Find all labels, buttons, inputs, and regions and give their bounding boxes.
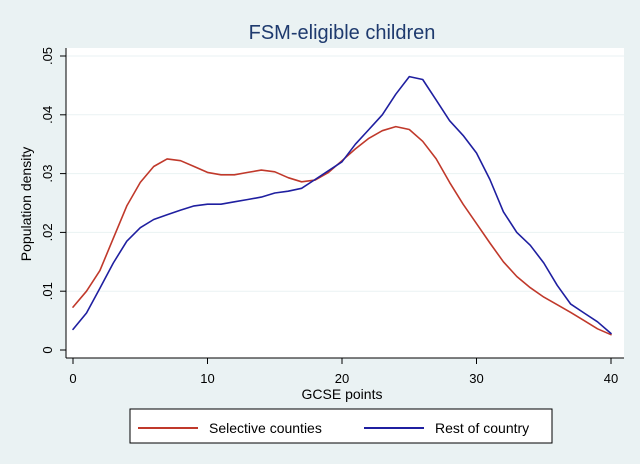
x-axis-title: GCSE points bbox=[302, 386, 383, 402]
y-axis-title: Population density bbox=[18, 147, 34, 261]
y-tick-label: .05 bbox=[40, 47, 55, 65]
x-tick-label: 20 bbox=[335, 371, 349, 386]
series-lines bbox=[72, 75, 612, 336]
chart-title: FSM-eligible children bbox=[249, 22, 436, 44]
legend-label-rest: Rest of country bbox=[435, 420, 529, 436]
x-tick-label: 10 bbox=[200, 371, 214, 386]
y-tick-label: .03 bbox=[40, 165, 55, 183]
y-tick-label: .01 bbox=[40, 282, 55, 300]
x-tick-label: 40 bbox=[604, 371, 618, 386]
legend: Selective counties Rest of country bbox=[129, 408, 553, 444]
y-tick-label: 0 bbox=[40, 346, 55, 353]
x-tick-label: 0 bbox=[69, 371, 76, 386]
plot-area bbox=[66, 48, 624, 358]
legend-label-selective: Selective counties bbox=[209, 420, 322, 436]
x-tick-label: 30 bbox=[469, 371, 483, 386]
y-tick-label: .04 bbox=[40, 106, 55, 124]
series-line-rest bbox=[72, 75, 612, 335]
y-axis-ticks: 0 .01 .02 .03 .04 .05 bbox=[40, 47, 66, 354]
x-axis-ticks: 0 10 20 30 40 bbox=[69, 358, 618, 386]
y-tick-label: .02 bbox=[40, 223, 55, 241]
legend-box bbox=[129, 408, 553, 444]
gridlines bbox=[66, 55, 624, 292]
